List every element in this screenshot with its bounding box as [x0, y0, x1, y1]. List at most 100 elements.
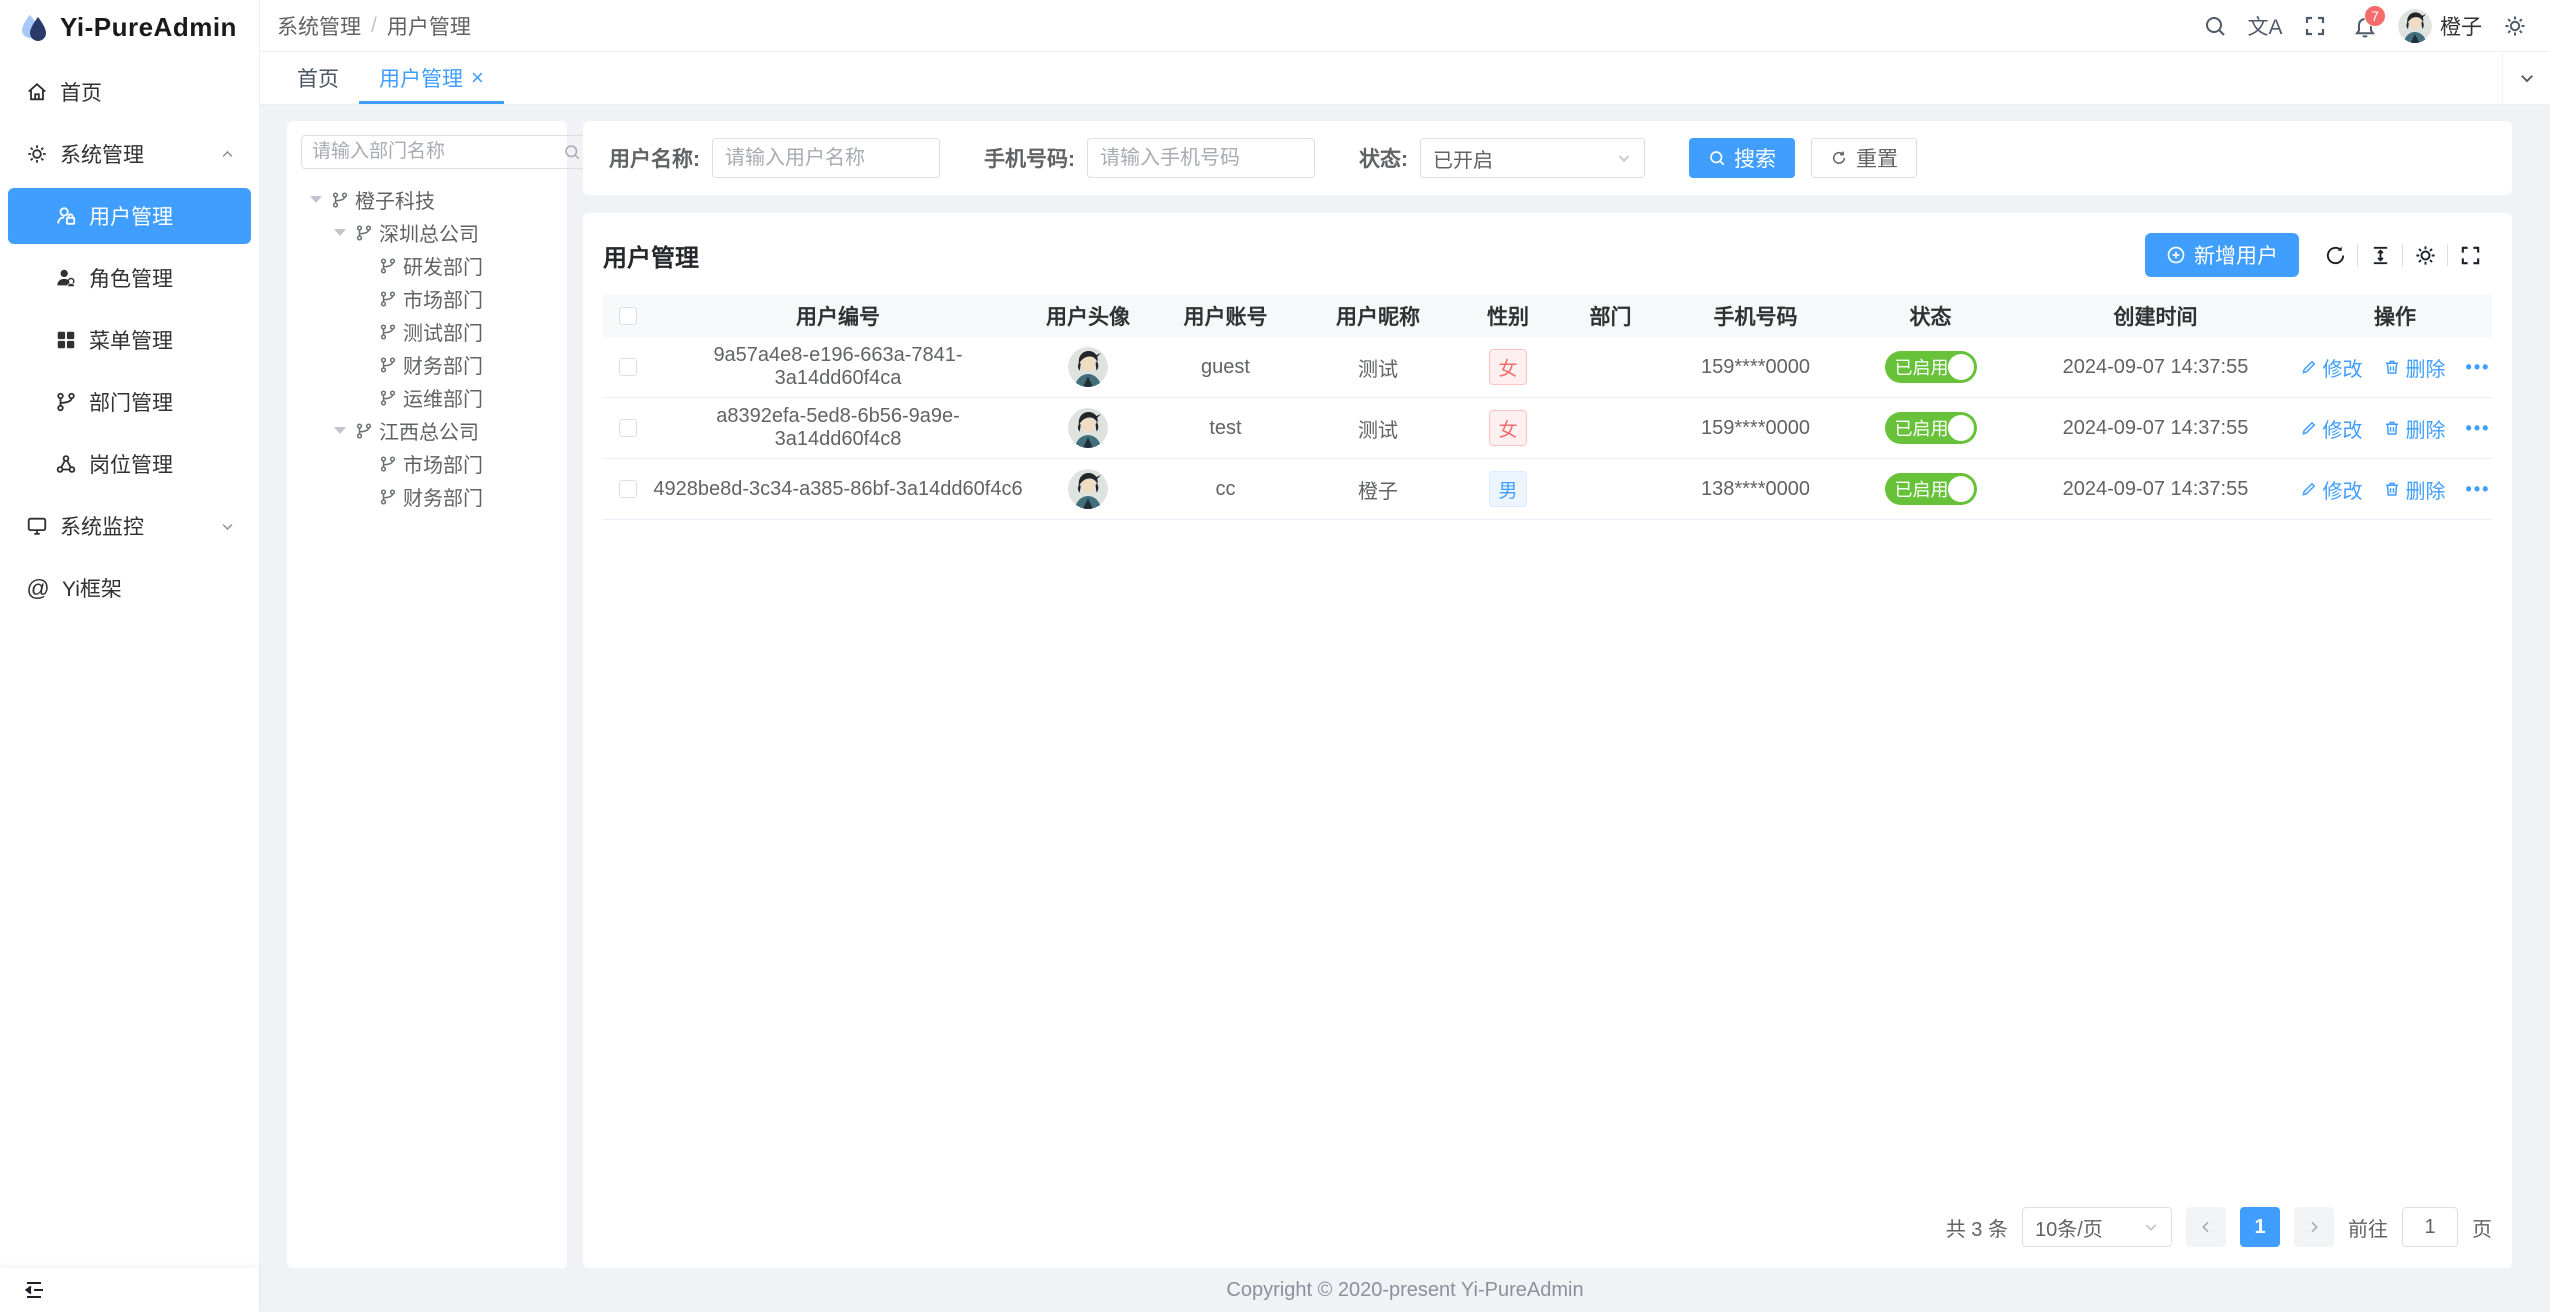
tree-expand-arrow[interactable] — [355, 323, 373, 341]
tree-node[interactable]: 江西总公司 — [301, 414, 553, 447]
page-size-select[interactable]: 10条/页 — [2022, 1207, 2172, 1247]
more-actions-button[interactable]: ••• — [2465, 478, 2491, 499]
reset-button-label: 重置 — [1856, 148, 1898, 171]
refresh-table-button[interactable] — [2313, 240, 2357, 270]
tree-expand-arrow[interactable] — [355, 356, 373, 374]
column-header: 用户编号 — [796, 306, 880, 329]
tree-expand-arrow[interactable] — [307, 191, 325, 209]
sidebar-item-menus[interactable]: 菜单管理 — [8, 312, 251, 368]
tree-expand-arrow[interactable] — [355, 290, 373, 308]
table-body: 9a57a4e8-e196-663a-7841-3a14dd60f4ca gue… — [603, 337, 2492, 520]
user-phone-cell: 159****0000 — [1701, 416, 1810, 439]
tab-home[interactable]: 首页 — [277, 52, 359, 104]
avatar — [2398, 8, 2432, 43]
sidebar-item-users[interactable]: 用户管理 — [8, 188, 251, 244]
language-switch-button[interactable]: 文A — [2240, 0, 2290, 52]
gender-tag: 男 — [1489, 471, 1527, 507]
tree-node[interactable]: 橙子科技 — [301, 183, 553, 216]
username-filter-input[interactable] — [712, 138, 940, 178]
settings-button[interactable] — [2490, 0, 2540, 52]
pencil-icon — [2301, 360, 2315, 374]
tabs-more-button[interactable] — [2502, 52, 2550, 104]
delete-link[interactable]: 删除 — [2383, 414, 2446, 443]
status-toggle[interactable]: 已启用 — [1884, 473, 1977, 505]
status-toggle[interactable]: 已启用 — [1884, 412, 1977, 444]
tree-expand-arrow[interactable] — [331, 224, 349, 242]
page-size-value: 10条/页 — [2035, 1218, 2103, 1241]
tree-node[interactable]: 财务部门 — [301, 480, 553, 513]
column-settings-button[interactable] — [2403, 240, 2447, 270]
tree-expand-arrow[interactable] — [355, 488, 373, 506]
tree-node[interactable]: 运维部门 — [301, 381, 553, 414]
search-button[interactable]: 搜索 — [1689, 138, 1795, 178]
tree-expand-arrow[interactable] — [355, 455, 373, 473]
row-checkbox[interactable] — [619, 419, 637, 437]
tree-node[interactable]: 研发部门 — [301, 249, 553, 282]
sidebar-item-system[interactable]: 系统管理 — [8, 126, 251, 182]
delete-link[interactable]: 删除 — [2383, 353, 2446, 382]
phone-filter-input[interactable] — [1087, 138, 1315, 178]
goto-label: 前往 — [2348, 1218, 2388, 1241]
table-fullscreen-button[interactable] — [2448, 240, 2492, 270]
fullscreen-button[interactable] — [2290, 0, 2340, 52]
row-checkbox[interactable] — [619, 480, 637, 498]
goto-page-input[interactable] — [2402, 1207, 2458, 1247]
more-actions-button[interactable]: ••• — [2465, 417, 2491, 438]
tree-node-label: 深圳总公司 — [379, 224, 479, 246]
more-actions-button[interactable]: ••• — [2465, 356, 2491, 377]
sidebar-item-monitor[interactable]: 系统监控 — [8, 498, 251, 554]
sidebar-item-roles[interactable]: 角色管理 — [8, 250, 251, 306]
table-row: 4928be8d-3c34-a385-86bf-3a14dd60f4c6 cc … — [603, 459, 2492, 520]
global-search-button[interactable] — [2190, 0, 2240, 52]
tree-expand-arrow[interactable] — [355, 257, 373, 275]
close-icon[interactable]: × — [471, 65, 484, 90]
edit-link[interactable]: 修改 — [2300, 475, 2363, 504]
tree-node[interactable]: 财务部门 — [301, 348, 553, 381]
reset-button[interactable]: 重置 — [1811, 138, 1917, 178]
sidebar-item-framework[interactable]: @ Yi框架 — [8, 560, 251, 616]
prev-page-button[interactable] — [2186, 1207, 2226, 1247]
next-page-button[interactable] — [2294, 1207, 2334, 1247]
edit-link[interactable]: 修改 — [2300, 414, 2363, 443]
status-toggle[interactable]: 已启用 — [1884, 351, 1977, 383]
collapse-sidebar-icon[interactable] — [22, 1278, 46, 1302]
status-toggle-label: 已启用 — [1894, 419, 1949, 439]
select-all-checkbox[interactable] — [619, 307, 637, 325]
tree-node[interactable]: 市场部门 — [301, 282, 553, 315]
tree-expand-arrow[interactable] — [331, 422, 349, 440]
status-select[interactable]: 已开启 — [1420, 138, 1645, 178]
edit-link[interactable]: 修改 — [2300, 353, 2363, 382]
translate-icon: 文A — [2247, 15, 2283, 39]
sidebar-item-home[interactable]: 首页 — [8, 64, 251, 120]
sidebar-item-label: 首页 — [60, 82, 102, 105]
breadcrumb-item[interactable]: 系统管理 — [277, 15, 361, 39]
tree-node[interactable]: 深圳总公司 — [301, 216, 553, 249]
tab-user-management[interactable]: 用户管理 × — [359, 52, 504, 104]
fullscreen-icon — [2461, 246, 2479, 264]
row-density-button[interactable] — [2358, 240, 2402, 270]
app-logo[interactable]: Yi-PureAdmin — [0, 0, 259, 54]
tree-expand-arrow[interactable] — [355, 389, 373, 407]
user-menu[interactable]: 橙子 — [2390, 8, 2490, 43]
add-user-button[interactable]: 新增用户 — [2145, 233, 2299, 277]
breadcrumb-separator: / — [371, 13, 377, 37]
department-search-input[interactable] — [312, 141, 557, 163]
sidebar-item-departments[interactable]: 部门管理 — [8, 374, 251, 430]
edit-link-label: 修改 — [2322, 480, 2363, 503]
row-checkbox[interactable] — [619, 358, 637, 376]
delete-link[interactable]: 删除 — [2383, 475, 2446, 504]
dept-branch-icon — [356, 225, 372, 240]
notifications-button[interactable]: 7 — [2340, 0, 2390, 52]
dept-branch-icon — [380, 324, 396, 339]
status-toggle-label: 已启用 — [1894, 358, 1949, 378]
username-label: 橙子 — [2440, 15, 2482, 39]
tree-node[interactable]: 测试部门 — [301, 315, 553, 348]
gender-tag: 女 — [1489, 410, 1527, 446]
sidebar-item-posts[interactable]: 岗位管理 — [8, 436, 251, 492]
tree-node-label: 财务部门 — [403, 488, 483, 510]
chevron-up-icon — [222, 150, 233, 157]
page-number-button[interactable]: 1 — [2240, 1207, 2280, 1247]
user-gender-cell: 女 — [1458, 349, 1558, 385]
tree-node[interactable]: 市场部门 — [301, 447, 553, 480]
role-users-icon — [57, 269, 76, 288]
